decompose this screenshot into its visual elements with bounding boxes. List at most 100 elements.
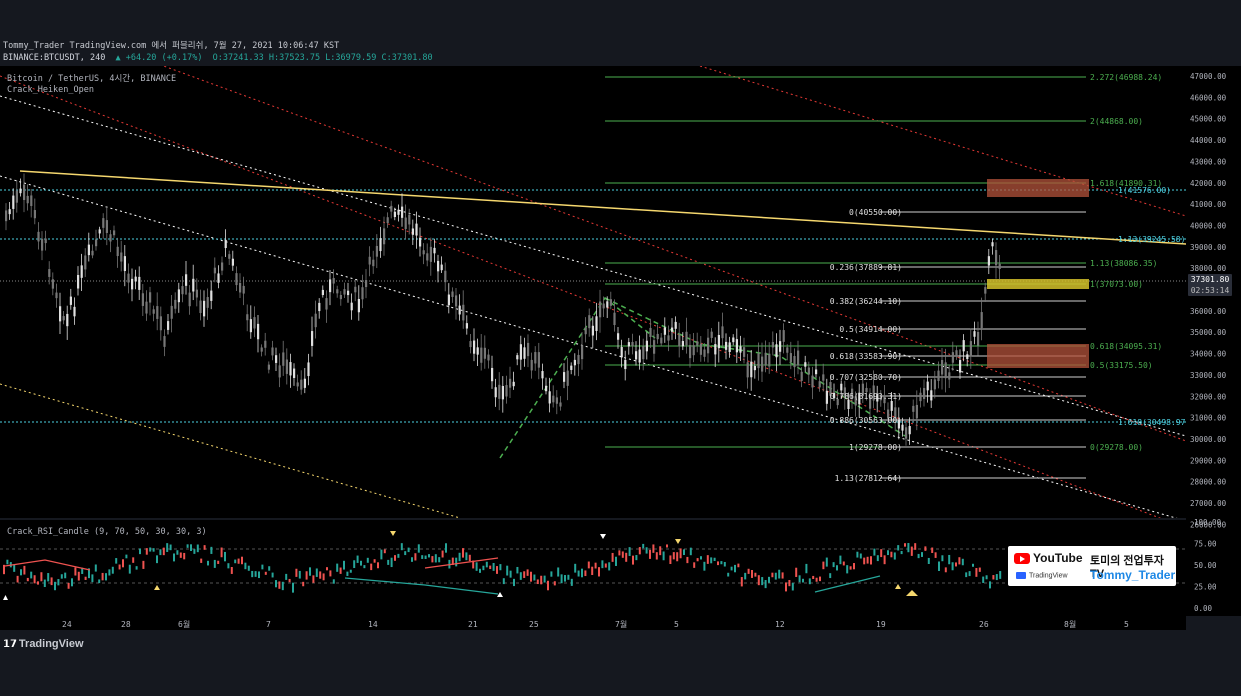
candle-body [372, 259, 375, 267]
price-axis-svg[interactable]: 47000.00 46000.00 45000.00 44000.00 43000.00… [1186, 66, 1241, 616]
rsi-candle [183, 552, 186, 560]
rsi-candle [747, 568, 750, 574]
candle-body [851, 388, 854, 399]
candle-body [426, 253, 429, 261]
candle-body [105, 220, 108, 233]
price-axis[interactable]: 47000.00 46000.00 45000.00 44000.00 43000.00… [1186, 66, 1241, 616]
rsi-pane[interactable] [0, 520, 1186, 616]
rsi-divergence-2 [344, 577, 499, 595]
price-tick-label: 46000.00 [1190, 93, 1227, 102]
candle-body [793, 356, 796, 368]
candle-body [231, 258, 234, 266]
candle-body [33, 210, 36, 219]
candle-body [840, 383, 843, 391]
rsi-candle [778, 569, 781, 579]
rsi-candle [220, 547, 223, 558]
rsi-candle [757, 575, 760, 586]
candle-body [87, 244, 90, 256]
support-zone[interactable] [987, 344, 1089, 368]
candle-body [599, 301, 602, 318]
resistance-zone[interactable] [987, 179, 1089, 197]
symbol-legend[interactable]: Bitcoin / TetherUS, 4시간, BINANCE Crack_H… [7, 74, 176, 96]
rsi-candle [893, 552, 896, 560]
time-axis-svg[interactable]: 24 28 6월 7 14 21 25 7월 5 12 19 26 8월 5 [0, 617, 1186, 631]
retrace-label-0707: 0.707(32580.70) [830, 373, 902, 382]
candle-body [458, 305, 461, 315]
candle-body [440, 264, 443, 271]
trendline-yellow[interactable] [19, 170, 1186, 245]
candle-body [991, 242, 994, 247]
price-tick-label: 43000.00 [1190, 157, 1227, 166]
rsi-svg[interactable] [0, 520, 1186, 616]
candle-body [858, 392, 861, 405]
rsi-candle [343, 560, 345, 570]
rsi-candle [424, 555, 427, 560]
channel-red-line-top[interactable] [699, 66, 1186, 217]
rsi-candle [536, 579, 539, 585]
retrace-label-0886: 0.886(30563.00) [830, 416, 902, 425]
wave-dashed-1[interactable] [499, 296, 656, 459]
candle-body [707, 337, 710, 354]
price-chart[interactable]: 2.272(46988.24) 2(44868.00) 1.618(41890.… [0, 66, 1186, 518]
rsi-candle [71, 578, 73, 587]
rsi-candle [203, 545, 206, 550]
candle-body [750, 361, 753, 378]
candle-body [429, 246, 432, 262]
rsi-candle [132, 557, 135, 563]
rsi-candle [84, 576, 87, 580]
rsi-candle [50, 577, 53, 586]
channel-yellow-line[interactable] [0, 383, 461, 518]
candle-body [145, 301, 148, 314]
candle-body [930, 390, 933, 401]
price-tick-label: 36000.00 [1190, 307, 1227, 316]
candle-body [80, 265, 83, 278]
candlestick-series[interactable] [5, 173, 1001, 446]
rsi-candle [417, 544, 420, 553]
price-tick-label: 42000.00 [1190, 179, 1227, 188]
channel-white-line[interactable] [0, 95, 1186, 437]
time-axis[interactable]: 24 28 6월 7 14 21 25 7월 5 12 19 26 8월 5 [0, 616, 1186, 630]
rsi-candle [934, 552, 937, 558]
fib-label-1: 1(37073.00) [1090, 280, 1143, 289]
channel-red-line[interactable] [0, 75, 1186, 518]
rsi-candle [139, 548, 141, 555]
price-tick-label: 45000.00 [1190, 115, 1227, 124]
price-zone[interactable] [987, 279, 1089, 289]
candle-body [300, 379, 303, 390]
indicator-name[interactable]: Crack_Heiken_Open [7, 85, 94, 95]
candle-body [833, 392, 836, 399]
time-tick-label: 12 [775, 620, 785, 629]
rsi-candle [404, 551, 407, 556]
fib-label-2: 2(44868.00) [1090, 117, 1143, 126]
retrace-label-0: 0(40550.00) [849, 208, 902, 217]
candle-body [563, 372, 566, 382]
symbol-interval[interactable]: BINANCE:BTCUSDT, 240 [3, 53, 106, 63]
rsi-candle [159, 549, 162, 556]
price-tick-label: 35000.00 [1190, 328, 1227, 337]
rsi-candle [958, 557, 961, 565]
candle-body [624, 359, 627, 370]
rsi-candle [771, 572, 774, 578]
candle-body [879, 395, 882, 401]
rsi-candle [47, 573, 50, 582]
candle-body [876, 393, 879, 402]
rsi-candle [346, 571, 349, 576]
rsi-candle [822, 561, 825, 570]
price-chart-svg[interactable]: 2.272(46988.24) 2(44868.00) 1.618(41890.… [0, 66, 1186, 518]
rsi-candle [737, 563, 740, 568]
rsi-candle [914, 543, 917, 550]
candle-body [62, 316, 65, 321]
candle-body [919, 392, 922, 402]
candle-body [566, 370, 569, 386]
candle-body [383, 228, 386, 245]
candle-body [120, 252, 123, 262]
channel-white-line-lower[interactable] [0, 175, 1186, 518]
rsi-title[interactable]: Crack_RSI_Candle (9, 70, 50, 30, 30, 3) [7, 527, 207, 537]
rsi-candle [723, 561, 726, 567]
fib-retracement-lines[interactable] [880, 211, 1086, 479]
rsi-candle [258, 571, 260, 579]
channel-red-line-upper[interactable] [0, 66, 1186, 442]
rsi-candle [353, 560, 356, 569]
rsi-candle [319, 571, 322, 579]
candle-body [995, 250, 998, 266]
